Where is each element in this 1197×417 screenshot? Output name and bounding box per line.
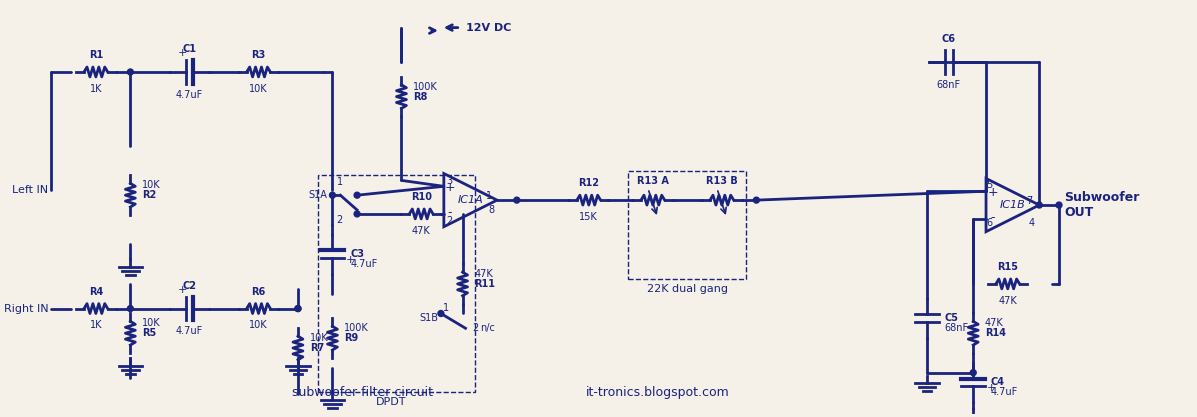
Text: 4.7uF: 4.7uF [176, 327, 203, 336]
Text: R13 B: R13 B [706, 176, 737, 186]
Text: 3: 3 [446, 176, 452, 186]
Text: R4: R4 [89, 287, 103, 297]
Text: 4.7uF: 4.7uF [991, 387, 1019, 397]
Text: 47K: 47K [998, 296, 1017, 306]
Text: 47K: 47K [412, 226, 431, 236]
Text: 10K: 10K [249, 84, 268, 94]
Text: +: + [988, 186, 998, 199]
Text: 1K: 1K [90, 320, 102, 330]
Text: R2: R2 [142, 190, 157, 200]
Text: C4: C4 [991, 377, 1005, 387]
Circle shape [971, 370, 977, 376]
Text: DPDT: DPDT [376, 397, 407, 407]
Circle shape [1037, 202, 1043, 208]
Circle shape [1056, 202, 1062, 208]
Text: +: + [444, 181, 455, 194]
Text: S1B: S1B [419, 314, 438, 324]
Text: R12: R12 [578, 178, 600, 188]
Text: R6: R6 [251, 287, 266, 297]
Text: 1: 1 [486, 191, 492, 201]
Text: 15K: 15K [579, 212, 598, 222]
Text: 100K: 100K [345, 323, 369, 333]
Text: subwoofer filter circuit: subwoofer filter circuit [292, 386, 432, 399]
Text: R15: R15 [997, 262, 1019, 272]
Text: 7: 7 [1026, 196, 1033, 206]
Text: 12V DC: 12V DC [466, 23, 511, 33]
Text: 6: 6 [986, 218, 992, 228]
Text: 10K: 10K [142, 180, 160, 190]
Text: 10K: 10K [142, 318, 160, 328]
Circle shape [514, 197, 519, 203]
Text: R11: R11 [474, 279, 496, 289]
Bar [317, 176, 475, 392]
Text: 22K dual gang: 22K dual gang [646, 284, 728, 294]
Text: 47K: 47K [474, 269, 493, 279]
Circle shape [753, 197, 759, 203]
Text: 2: 2 [446, 216, 452, 226]
Text: -: - [448, 206, 452, 219]
Text: IC1A: IC1A [457, 195, 484, 205]
Circle shape [294, 306, 300, 311]
Text: +: + [346, 255, 356, 265]
Text: IC1B: IC1B [999, 200, 1026, 210]
Text: 4.7uF: 4.7uF [351, 259, 377, 269]
Text: R5: R5 [142, 328, 157, 338]
Text: 10K: 10K [310, 333, 328, 343]
Text: R14: R14 [985, 328, 1005, 338]
Text: 2: 2 [473, 323, 479, 333]
Text: n/c: n/c [480, 323, 496, 333]
Text: C3: C3 [351, 249, 364, 259]
Text: R8: R8 [413, 92, 427, 102]
Text: 1: 1 [443, 304, 449, 314]
Text: Right IN: Right IN [4, 304, 49, 314]
Text: R13 A: R13 A [637, 176, 669, 186]
Text: 8: 8 [488, 205, 494, 215]
Text: Left IN: Left IN [12, 185, 49, 195]
Circle shape [127, 306, 133, 311]
Text: 68nF: 68nF [944, 323, 968, 333]
Circle shape [438, 311, 444, 317]
Text: 68nF: 68nF [936, 80, 961, 90]
Text: 10K: 10K [249, 320, 268, 330]
Text: C6: C6 [942, 34, 955, 44]
Circle shape [127, 69, 133, 75]
Text: +: + [178, 48, 187, 58]
Text: S1A: S1A [309, 190, 328, 200]
Text: +: + [178, 285, 187, 295]
Text: 2: 2 [336, 215, 342, 225]
Circle shape [354, 192, 360, 198]
Text: 100K: 100K [413, 82, 438, 92]
Text: 5: 5 [986, 180, 992, 190]
Text: 1: 1 [338, 177, 344, 187]
Text: Subwoofer
OUT: Subwoofer OUT [1064, 191, 1140, 219]
Text: R7: R7 [310, 343, 324, 353]
Text: 47K: 47K [985, 318, 1004, 328]
Circle shape [294, 306, 300, 311]
Circle shape [354, 211, 360, 217]
Text: R10: R10 [411, 192, 432, 202]
Text: C5: C5 [944, 314, 959, 324]
Bar [628, 171, 747, 279]
Text: +: + [988, 383, 996, 393]
Text: C1: C1 [182, 44, 196, 54]
Text: R1: R1 [89, 50, 103, 60]
Text: 4.7uF: 4.7uF [176, 90, 203, 100]
Text: 1K: 1K [90, 84, 102, 94]
Text: it-tronics.blogspot.com: it-tronics.blogspot.com [585, 386, 730, 399]
Text: -: - [991, 211, 995, 224]
Text: 4: 4 [1028, 218, 1034, 228]
Text: R9: R9 [345, 333, 359, 343]
Circle shape [329, 192, 335, 198]
Text: C2: C2 [182, 281, 196, 291]
Text: R3: R3 [251, 50, 266, 60]
